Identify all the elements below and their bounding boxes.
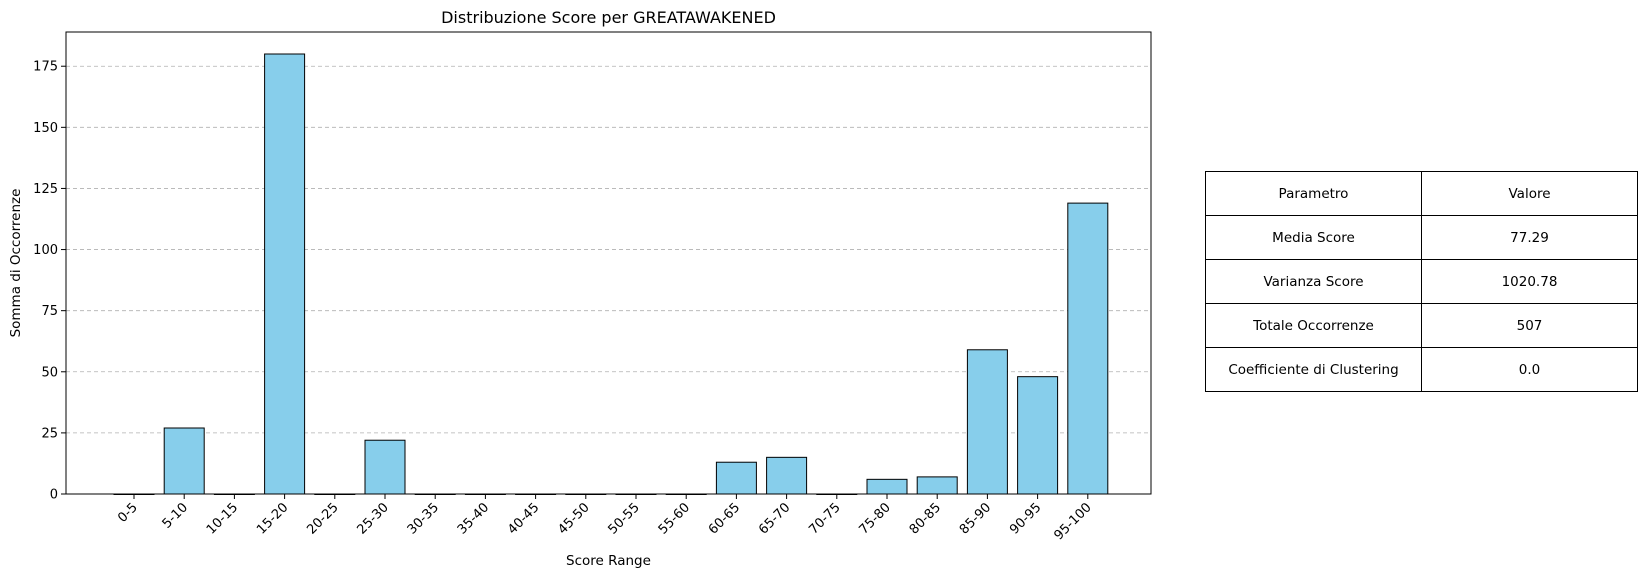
x-tick-label: 60-65 [706,500,743,537]
table-cell-parameter: Varianza Score [1205,259,1422,304]
bar-60-65 [715,461,757,495]
x-tick-label: 5-10 [160,500,191,531]
bars [113,53,1109,495]
x-axis-ticks: 0-5 5-10 10-15 15-20 20-25 25-30 30-35 35-40 40-… [115,494,1095,543]
table-cell-parameter: Totale Occorrenze [1205,303,1422,348]
table-row: Media Score 77.29 [1205,215,1638,260]
y-tick-label: 75 [41,304,58,319]
x-tick-label: 55-60 [656,500,693,537]
x-tick-label: 65-70 [756,500,793,537]
bar-80-85 [916,476,958,495]
table-header-cell: Valore [1421,171,1638,216]
x-tick-label: 15-20 [254,500,291,537]
bar-65-70 [766,456,808,495]
bar-90-95 [1017,376,1059,495]
table-cell-value: 77.29 [1421,215,1638,260]
y-tick-label: 50 [41,365,58,380]
y-tick-label: 25 [41,426,58,441]
x-tick-label: 75-80 [857,500,894,537]
x-tick-label: 40-45 [505,500,542,537]
x-tick-label: 10-15 [204,500,241,537]
table-cell-value: 0.0 [1421,347,1638,392]
chart-title: Distribuzione Score per GREATAWAKENED [441,8,776,27]
bar-15-20 [264,53,306,495]
bar-25-30 [364,439,406,495]
table-cell-value: 1020.78 [1421,259,1638,304]
x-tick-label: 85-90 [957,500,994,537]
x-axis-title: Score Range [566,553,651,569]
table-row: Varianza Score 1020.78 [1205,259,1638,304]
table-cell-parameter: Media Score [1205,215,1422,260]
table-cell-parameter: Coefficiente di Clustering [1205,347,1422,392]
x-tick-label: 35-40 [455,500,492,537]
x-tick-label: 45-50 [555,500,592,537]
table-row: Coefficiente di Clustering 0.0 [1205,347,1638,392]
plot-frame [65,31,1152,495]
table-cell-value: 507 [1421,303,1638,348]
x-tick-label: 80-85 [907,500,944,537]
y-axis-title: Somma di Occorrenze [8,189,24,338]
x-tick-label: 90-95 [1007,500,1044,537]
x-tick-label: 50-55 [606,500,643,537]
table-header-cell: Parametro [1205,171,1422,216]
stats-table: Parametro Valore Media Score 77.29 Varia… [1205,171,1638,392]
bar-5-10 [163,427,205,495]
y-tick-label: 0 [50,488,58,503]
y-tick-label: 100 [33,243,58,258]
x-tick-label: 70-75 [806,500,843,537]
table-row: Totale Occorrenze 507 [1205,303,1638,348]
x-tick-label: 20-25 [304,500,341,537]
x-tick-label: 30-35 [405,500,442,537]
x-tick-label: 25-30 [355,500,392,537]
y-axis-ticks: 0 25 50 75 100 125 150 175 [33,60,66,503]
bar-chart: 0 25 50 75 100 125 150 175 0-5 5-10 10-15 15-20 20-… [8,8,1152,569]
y-tick-label: 175 [33,60,58,75]
bar-85-90 [966,349,1008,495]
bar-95-100 [1067,202,1109,495]
y-tick-label: 125 [33,182,58,197]
x-tick-label: 0-5 [115,500,141,526]
bar-75-80 [866,478,908,495]
x-tick-label: 95-100 [1051,500,1094,543]
y-tick-label: 150 [33,121,58,136]
table-header-row: Parametro Valore [1205,171,1638,216]
